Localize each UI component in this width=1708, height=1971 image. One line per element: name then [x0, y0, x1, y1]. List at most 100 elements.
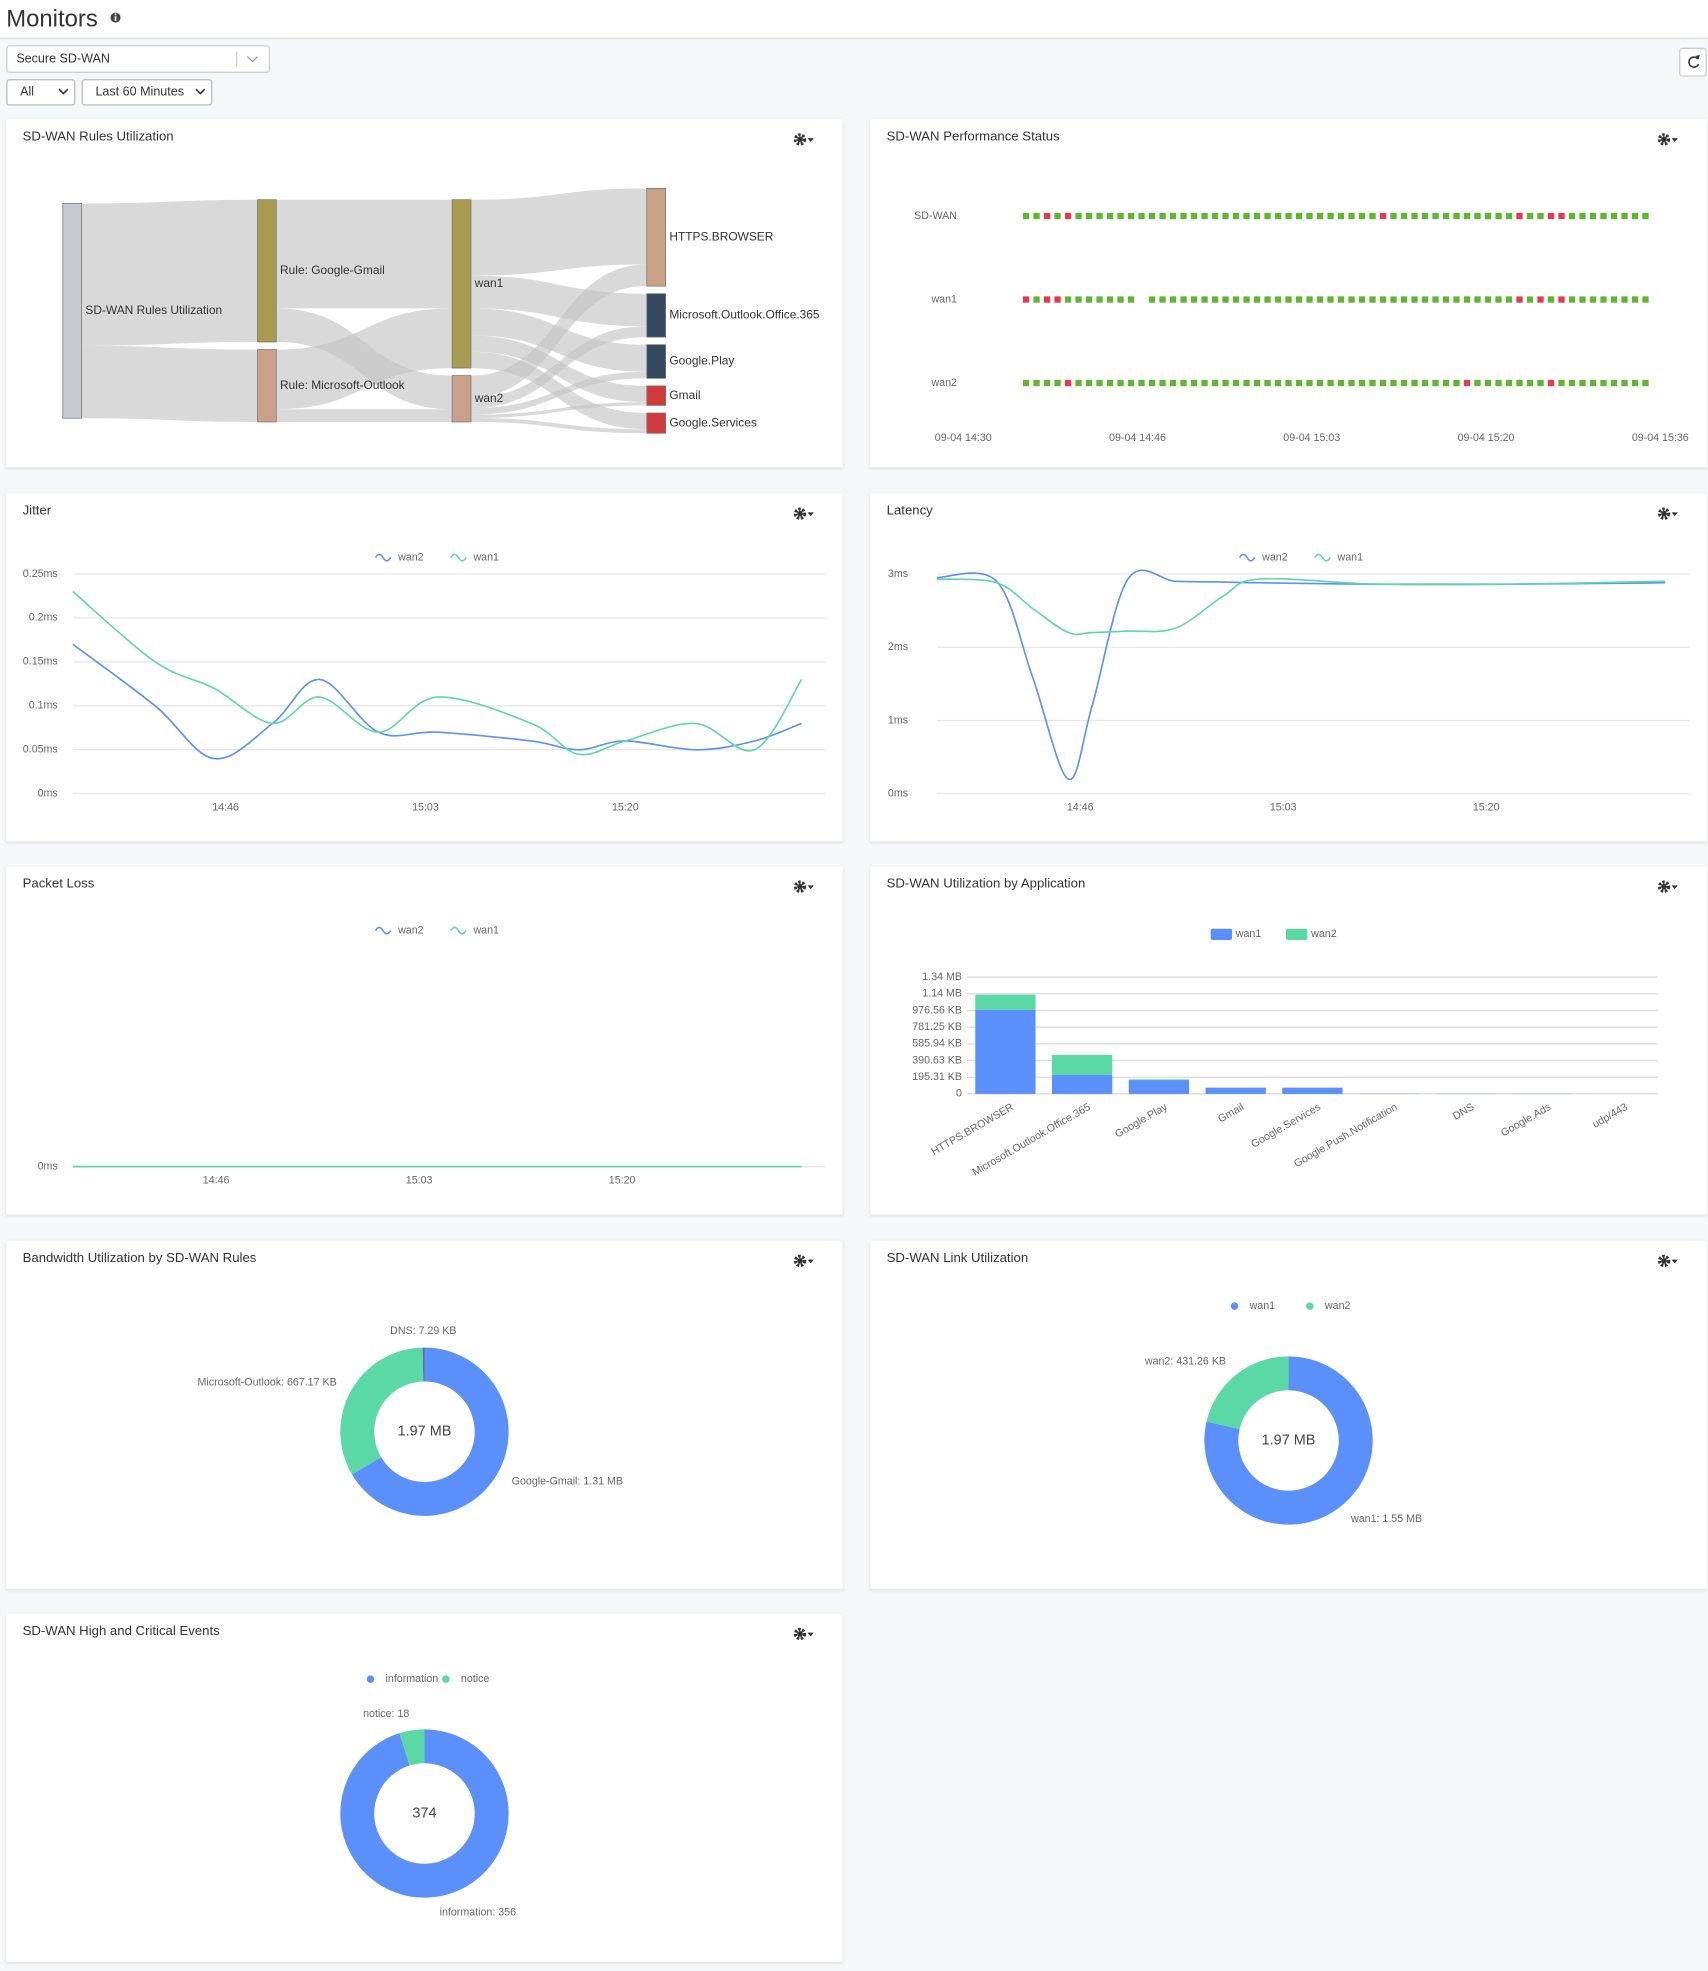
- gear-icon[interactable]: [793, 507, 807, 520]
- sankey-node-label: Rule: Google-Gmail: [280, 263, 385, 277]
- status-dot: [1432, 212, 1439, 220]
- bar-segment: [975, 1009, 1036, 1094]
- gear-icon[interactable]: [1657, 1254, 1671, 1268]
- sankey-link: [276, 409, 453, 422]
- status-dot: [1096, 296, 1103, 303]
- gear-hub[interactable]: [1661, 1258, 1667, 1264]
- status-dot: [1043, 296, 1051, 303]
- gear-hub[interactable]: [797, 883, 803, 890]
- gear-caret[interactable]: [1671, 885, 1678, 890]
- refresh-button[interactable]: [1679, 47, 1707, 77]
- status-dot: [1421, 212, 1429, 220]
- status-dot: [1463, 212, 1471, 220]
- status-row-label: wan2: [930, 377, 957, 389]
- settings-menu[interactable]: [793, 507, 814, 520]
- settings-menu[interactable]: [1657, 133, 1678, 146]
- legend-symbol: [1238, 553, 1256, 562]
- gear-caret[interactable]: [807, 1259, 814, 1264]
- settings-menu[interactable]: [1657, 1254, 1678, 1268]
- gear-caret[interactable]: [1671, 138, 1678, 142]
- status-dot: [1411, 296, 1418, 303]
- gear-hub[interactable]: [797, 510, 803, 517]
- status-dot: [1306, 212, 1313, 220]
- status-dot: [1285, 212, 1292, 220]
- status-dot: [1054, 296, 1061, 303]
- status-dot: [1390, 379, 1397, 387]
- gear-caret[interactable]: [1671, 512, 1678, 517]
- gear-icon[interactable]: [1657, 880, 1671, 893]
- status-dot: [1379, 296, 1387, 303]
- status-dot: [1085, 296, 1093, 303]
- settings-menu[interactable]: [1657, 880, 1678, 893]
- gear-icon[interactable]: [793, 880, 807, 893]
- info-icon[interactable]: [110, 12, 121, 23]
- status-dot: [1579, 379, 1586, 387]
- y-tick-label: 0.05ms: [23, 744, 58, 756]
- settings-menu[interactable]: [1657, 507, 1678, 520]
- gear-icon[interactable]: [793, 1627, 807, 1641]
- sankey-node: [62, 203, 83, 419]
- status-dot: [1274, 296, 1282, 303]
- gear-caret[interactable]: [807, 1632, 814, 1637]
- status-dot: [1127, 379, 1135, 387]
- gear-caret[interactable]: [807, 138, 814, 142]
- gear-hub[interactable]: [797, 1631, 803, 1637]
- status-dot: [1589, 379, 1597, 387]
- panel: Bandwidth Utilization by SD-WAN Rules Goo…: [6, 1240, 843, 1589]
- gear-icon[interactable]: [1657, 133, 1671, 146]
- device-select[interactable]: Secure SD-WAN: [6, 45, 271, 73]
- status-dot: [1190, 212, 1198, 220]
- y-tick-label: 1.34 MB: [922, 971, 962, 983]
- gear-caret[interactable]: [807, 512, 814, 517]
- status-dot: [1096, 212, 1103, 220]
- settings-menu[interactable]: [793, 1627, 814, 1641]
- sankey-node: [257, 199, 277, 343]
- gear-icon[interactable]: [793, 1254, 807, 1268]
- settings-menu[interactable]: [793, 133, 814, 146]
- gear-hub[interactable]: [1661, 510, 1667, 517]
- settings-menu[interactable]: [793, 1254, 814, 1268]
- status-dot: [1064, 379, 1072, 387]
- gear-hub[interactable]: [797, 136, 803, 143]
- panel: SD-WAN Link Utilization wan1: 1.55 MB wan2…: [870, 1240, 1707, 1589]
- legend-symbol: [374, 926, 392, 935]
- x-tick-label: 09-04 15:36: [1632, 432, 1689, 444]
- status-row-label: SD-WAN: [914, 210, 957, 222]
- status-dot: [1169, 296, 1177, 303]
- status-dot: [1600, 379, 1607, 387]
- status-dot: [1547, 296, 1555, 303]
- sankey-node-label: SD-WAN Rules Utilization: [85, 303, 222, 317]
- gear-hub[interactable]: [1661, 136, 1667, 143]
- gear-icon[interactable]: [793, 133, 807, 146]
- gear-caret[interactable]: [807, 885, 814, 890]
- x-tick-label: 15:03: [1270, 801, 1297, 813]
- filter-select[interactable]: All: [6, 79, 76, 106]
- sankey-node-label: Rule: Microsoft-Outlook: [280, 378, 405, 392]
- sankey-node-label: Google.Services: [669, 415, 757, 429]
- gear-caret[interactable]: [1671, 1259, 1678, 1264]
- status-dot: [1222, 296, 1229, 303]
- gear-hub[interactable]: [797, 1258, 803, 1264]
- gear-icon[interactable]: [1657, 507, 1671, 520]
- panel: Jitter 0ms 0.05ms 0.1ms 0.15ms 0.2ms 0.25ms 14:…: [6, 493, 843, 842]
- donut-center-label: 374: [412, 1805, 436, 1821]
- panel-title: Packet Loss: [23, 876, 95, 891]
- legend-label: wan2: [397, 924, 424, 936]
- panel-card: [6, 1613, 843, 1962]
- status-dot: [1537, 379, 1544, 387]
- x-tick-label: 09-04 14:30: [935, 432, 992, 444]
- line-series: [72, 590, 803, 756]
- gear-hub[interactable]: [1661, 883, 1667, 890]
- status-dot: [1211, 296, 1219, 303]
- status-dot: [1148, 212, 1156, 220]
- status-dot: [1348, 296, 1355, 303]
- legend-label: wan2: [1324, 1300, 1351, 1312]
- status-dot: [1127, 212, 1135, 220]
- time-range-select[interactable]: Last 60 Minutes: [81, 79, 213, 106]
- page-title: Monitors: [6, 5, 98, 32]
- settings-menu[interactable]: [793, 880, 814, 893]
- legend-symbol: [1230, 1302, 1239, 1310]
- status-dot: [1243, 212, 1250, 220]
- sankey-node: [451, 199, 472, 369]
- status-dot: [1610, 379, 1618, 387]
